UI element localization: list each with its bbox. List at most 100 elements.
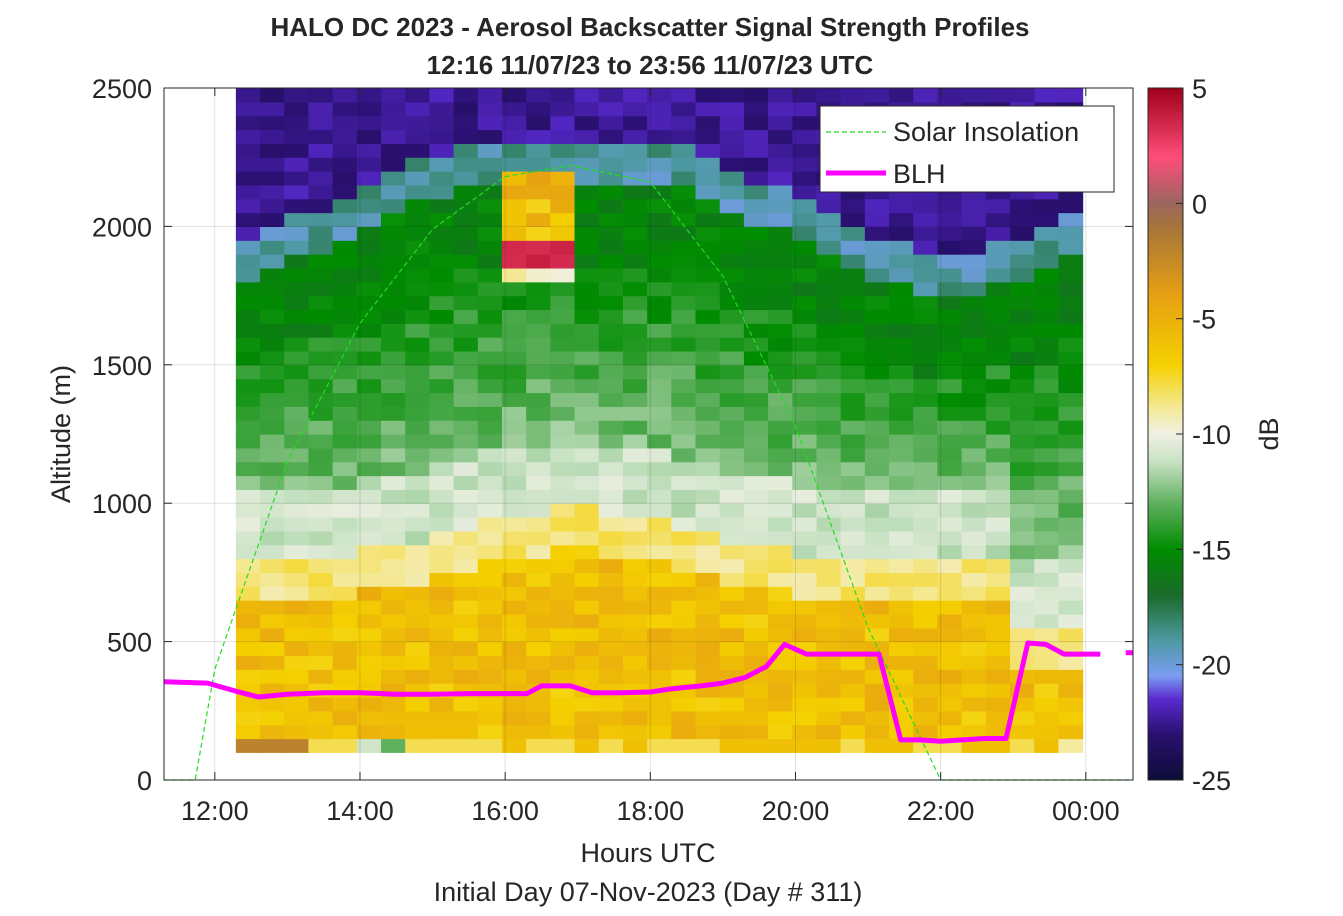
heatmap-cell bbox=[405, 226, 430, 241]
heatmap-cell bbox=[647, 503, 672, 518]
heatmap-cell bbox=[768, 157, 793, 172]
heatmap-cell bbox=[501, 350, 527, 366]
heatmap-cell bbox=[453, 517, 479, 532]
heatmap-cell bbox=[308, 696, 334, 712]
heatmap-cell bbox=[840, 406, 866, 421]
heatmap-cell bbox=[647, 724, 672, 740]
heatmap-cell bbox=[937, 600, 963, 615]
heatmap-cell bbox=[695, 586, 721, 601]
heatmap-cell bbox=[429, 129, 455, 144]
heatmap-cell bbox=[260, 447, 285, 463]
heatmap-cell bbox=[477, 143, 503, 158]
colorbar-tick-label: 0 bbox=[1192, 189, 1207, 219]
heatmap-cell bbox=[985, 710, 1011, 726]
heatmap-cell bbox=[937, 447, 963, 463]
heatmap-cell bbox=[889, 489, 914, 504]
heatmap-cell bbox=[792, 517, 818, 532]
heatmap-cell bbox=[840, 267, 866, 283]
heatmap-cell bbox=[260, 171, 285, 186]
heatmap-cell bbox=[671, 198, 697, 214]
heatmap-cell bbox=[889, 378, 914, 394]
heatmap-cell bbox=[961, 323, 987, 338]
heatmap-cell bbox=[453, 101, 479, 117]
heatmap-cell bbox=[695, 115, 721, 131]
heatmap-cell bbox=[1010, 198, 1035, 214]
heatmap-cell bbox=[381, 323, 406, 338]
heatmap-cell bbox=[477, 171, 503, 186]
heatmap-cell bbox=[768, 696, 793, 712]
heatmap-cell bbox=[719, 240, 745, 255]
heatmap-cell bbox=[260, 295, 285, 311]
heatmap-cell bbox=[501, 641, 527, 657]
heatmap-cell bbox=[235, 738, 261, 753]
heatmap-cell bbox=[235, 254, 261, 269]
heatmap-cell bbox=[598, 226, 624, 241]
heatmap-cell bbox=[574, 378, 600, 394]
heatmap-cell bbox=[574, 129, 600, 144]
heatmap-cell bbox=[743, 461, 769, 477]
heatmap-cell bbox=[332, 143, 358, 158]
heatmap-cell bbox=[864, 309, 890, 324]
heatmap-cell bbox=[574, 101, 600, 117]
heatmap-cell bbox=[671, 420, 697, 435]
heatmap-cell bbox=[501, 240, 527, 255]
heatmap-cell bbox=[453, 572, 479, 587]
heatmap-cell bbox=[671, 655, 697, 670]
heatmap-cell bbox=[937, 475, 963, 490]
heatmap-cell bbox=[356, 115, 382, 131]
heatmap-cell bbox=[695, 558, 721, 573]
heatmap-cell bbox=[937, 710, 963, 726]
heatmap-cell bbox=[647, 295, 672, 311]
heatmap-cell bbox=[598, 724, 624, 740]
heatmap-cell bbox=[235, 544, 261, 560]
heatmap-cell bbox=[260, 613, 285, 629]
heatmap-cell bbox=[913, 350, 939, 366]
heatmap-cell bbox=[260, 572, 285, 587]
heatmap-cell bbox=[622, 101, 648, 117]
heatmap-cell bbox=[308, 738, 334, 753]
heatmap-cell bbox=[332, 309, 358, 324]
heatmap-cell bbox=[332, 281, 358, 297]
heatmap-cell bbox=[647, 586, 672, 601]
heatmap-cell bbox=[501, 337, 527, 352]
heatmap-cell bbox=[1010, 88, 1035, 103]
heatmap-cell bbox=[235, 323, 261, 338]
y-axis-label: Altitude (m) bbox=[46, 365, 76, 503]
heatmap-cell bbox=[743, 295, 769, 311]
heatmap-cell bbox=[332, 267, 358, 283]
heatmap-cell bbox=[864, 434, 890, 449]
heatmap-cell bbox=[308, 517, 334, 532]
heatmap-cell bbox=[356, 143, 382, 158]
heatmap-cell bbox=[356, 226, 382, 241]
heatmap-cell bbox=[574, 323, 600, 338]
heatmap-cell bbox=[671, 115, 697, 131]
heatmap-cell bbox=[598, 129, 624, 144]
heatmap-cell bbox=[937, 323, 963, 338]
heatmap-cell bbox=[647, 184, 672, 200]
heatmap-cell bbox=[1010, 613, 1035, 629]
heatmap-cell bbox=[985, 337, 1011, 352]
heatmap-cell bbox=[235, 378, 261, 394]
heatmap-cell bbox=[429, 212, 455, 227]
heatmap-cell bbox=[332, 198, 358, 214]
heatmap-cell bbox=[864, 627, 890, 643]
heatmap-cell bbox=[260, 420, 285, 435]
heatmap-cell bbox=[768, 434, 793, 449]
heatmap-cell bbox=[864, 503, 890, 518]
heatmap-cell bbox=[840, 572, 866, 587]
colorbar-tick-label: 5 bbox=[1192, 74, 1207, 104]
heatmap-cell bbox=[840, 696, 866, 712]
heatmap-cell bbox=[961, 586, 987, 601]
heatmap-cell bbox=[889, 558, 914, 573]
heatmap-cell bbox=[429, 669, 455, 684]
heatmap-cell bbox=[840, 655, 866, 670]
heatmap-cell bbox=[1058, 572, 1084, 587]
heatmap-cell bbox=[1058, 613, 1084, 629]
heatmap-cell bbox=[840, 447, 866, 463]
heatmap-cell bbox=[840, 281, 866, 297]
heatmap-cell bbox=[405, 364, 430, 380]
heatmap-cell bbox=[719, 738, 745, 753]
heatmap-cell bbox=[816, 530, 842, 546]
heatmap-cell bbox=[816, 517, 842, 532]
heatmap-cell bbox=[695, 184, 721, 200]
